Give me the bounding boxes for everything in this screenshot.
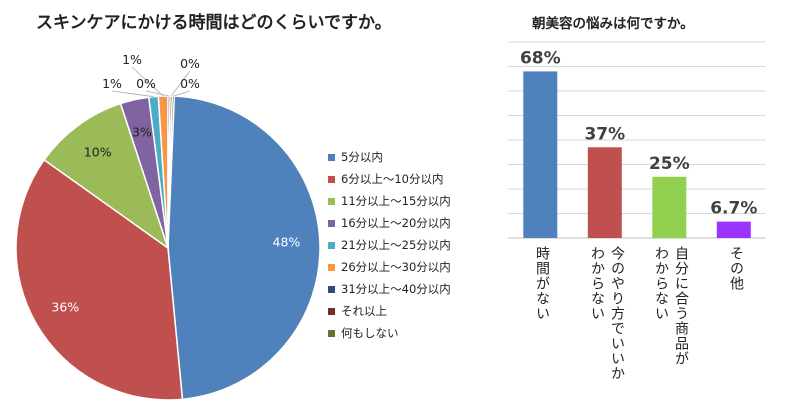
bar-category-label: 今のやり方でいいか わからない <box>587 246 627 381</box>
pie-leader-line <box>131 66 164 97</box>
bar-category-label: その他 <box>726 246 746 291</box>
pie-leader-line <box>173 90 191 97</box>
pie-value-label: 0% <box>180 76 200 91</box>
legend-item: 6分以上～10分以内 <box>328 168 451 190</box>
bar <box>716 221 751 238</box>
bar-category-label: 時間がない <box>532 246 552 321</box>
legend-label: 何もしない <box>341 326 399 340</box>
pie-slice <box>15 158 184 401</box>
legend-swatch <box>328 241 335 249</box>
legend-label: 21分以上～25分以内 <box>341 238 451 252</box>
legend-label: 11分以上～15分以内 <box>341 194 451 208</box>
legend-item: 16分以上～20分以内 <box>328 212 451 234</box>
legend-label: 6分以上～10分以内 <box>341 172 444 186</box>
pie-value-label: 0% <box>180 56 200 71</box>
legend-swatch <box>328 263 335 271</box>
bar <box>652 176 687 239</box>
pie-leader-line <box>111 90 154 98</box>
pie-leader-line <box>170 70 191 97</box>
pie-legend: 5分以内 6分以上～10分以内 11分以上～15分以内 16分以上～20分以内 21分以… <box>328 146 451 344</box>
pie-slice <box>43 102 170 250</box>
bar-category-line: 今のやり方でいいか <box>609 246 625 381</box>
legend-item: それ以上 <box>328 300 451 322</box>
bar-category-line: その他 <box>728 246 744 291</box>
bar-category-line: わからない <box>589 246 605 321</box>
pie-value-label: 10% <box>84 145 112 160</box>
legend-label: 26分以上～30分以内 <box>341 260 451 274</box>
pie-value-label: 48% <box>273 234 301 249</box>
bar <box>523 71 558 239</box>
legend-swatch <box>328 175 335 183</box>
bar-value-label: 25% <box>649 154 690 174</box>
legend-swatch <box>328 285 335 293</box>
legend-swatch <box>328 153 335 161</box>
legend-swatch <box>328 307 335 315</box>
legend-swatch <box>328 219 335 227</box>
legend-item: 21分以上～25分以内 <box>328 234 451 256</box>
bar-category-label: 自分に合う商品が わからない <box>651 246 691 366</box>
legend-label: 16分以上～20分以内 <box>341 216 451 230</box>
legend-item: 31分以上～40分以内 <box>328 278 451 300</box>
legend-label: 5分以内 <box>341 150 383 164</box>
legend-swatch <box>328 329 335 337</box>
pie-value-label: 3% <box>132 124 152 139</box>
legend-item: 26分以上～30分以内 <box>328 256 451 278</box>
bar-category-line: 自分に合う商品が <box>673 246 689 366</box>
pie-chart-title: スキンケアにかける時間はどのくらいですか。 <box>36 13 392 33</box>
bar-category-line: 時間がない <box>534 246 550 321</box>
legend-swatch <box>328 197 335 205</box>
pie-value-label: 1% <box>102 76 122 91</box>
bar-value-label: 37% <box>584 124 625 144</box>
bar <box>587 147 622 238</box>
bar-value-label: 68% <box>520 48 561 68</box>
pie-value-label: 0% <box>136 76 156 91</box>
bar-chart-title: 朝美容の悩みは何ですか。 <box>532 16 694 32</box>
legend-item: 11分以上～15分以内 <box>328 190 451 212</box>
bar-category-line: わからない <box>653 246 669 321</box>
pie-slice <box>167 95 321 401</box>
pie-value-label: 36% <box>51 299 79 314</box>
legend-label: それ以上 <box>341 304 387 318</box>
legend-label: 31分以上～40分以内 <box>341 282 451 296</box>
bar-value-label: 6.7% <box>710 199 757 219</box>
pie-value-label: 1% <box>122 52 142 67</box>
legend-item: 5分以内 <box>328 146 451 168</box>
legend-item: 何もしない <box>328 322 451 344</box>
pie-leader-line <box>145 90 170 97</box>
